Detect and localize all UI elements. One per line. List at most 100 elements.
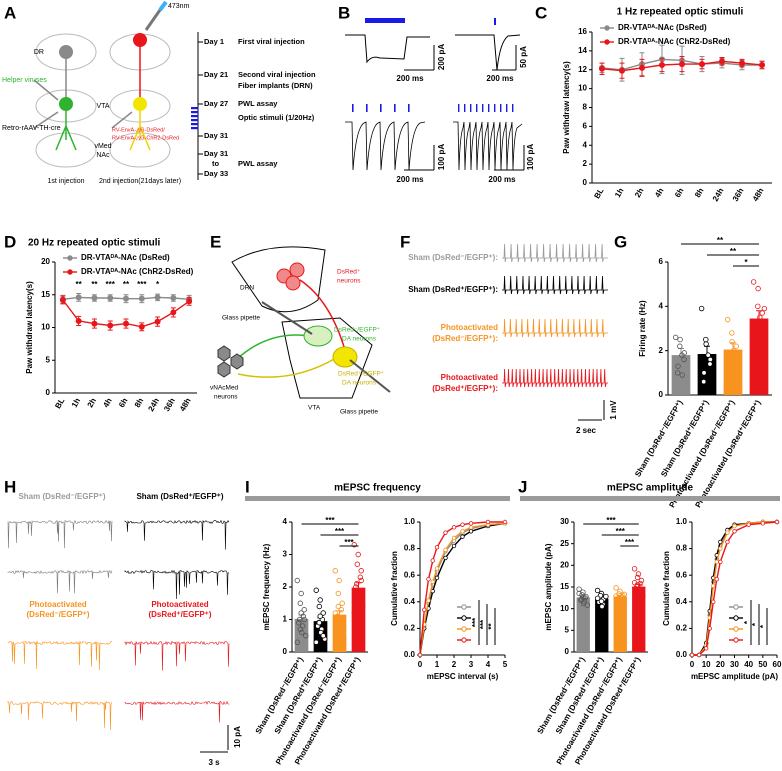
- series-line: [419, 521, 505, 656]
- y-axis-label: Cumulative fraction: [390, 551, 399, 626]
- data-point: [434, 566, 440, 571]
- y-tick-label: 0.6: [404, 570, 416, 579]
- data-point: [675, 363, 681, 369]
- data-point: [757, 343, 763, 349]
- data-point: [351, 542, 357, 548]
- data-point: [339, 626, 345, 632]
- data-point: [353, 584, 359, 590]
- x-axis-label: mEPSC amplitude (pA): [691, 672, 778, 681]
- light-pulse: [494, 104, 496, 112]
- legend-marker: [733, 615, 739, 621]
- data-point: [637, 580, 644, 587]
- y-tick-label: 4: [283, 517, 288, 526]
- data-point: [731, 347, 737, 354]
- data-point: [294, 577, 300, 584]
- data-point: [732, 523, 737, 529]
- y-tick-label: 0: [283, 647, 288, 656]
- x-axis-label: mEPSC interval (s): [427, 672, 499, 681]
- light-pulse: [464, 104, 466, 112]
- y-tick-label: 0: [583, 178, 588, 187]
- significance-label: ***: [137, 280, 147, 289]
- data-point: [672, 334, 679, 341]
- data-point: [739, 60, 746, 67]
- diagram-label: DsRed⁻/EGFP⁺: [334, 327, 381, 334]
- significance-label: **: [123, 280, 130, 289]
- light-pulse: [380, 104, 382, 112]
- data-point: [583, 593, 589, 600]
- y-tick-label: 0: [565, 647, 570, 656]
- diagram-label: vMed: [94, 143, 111, 150]
- y-tick-label: 10: [41, 323, 50, 332]
- data-point: [753, 325, 759, 332]
- panel-e-diagram: [217, 246, 391, 399]
- data-point: [75, 317, 82, 324]
- trace: [124, 569, 230, 600]
- data-point: [613, 585, 619, 591]
- data-point: [707, 356, 713, 363]
- data-point: [338, 623, 344, 629]
- data-point: [358, 577, 364, 584]
- legend-marker: [733, 604, 739, 610]
- panel-letter: A: [4, 3, 16, 22]
- trace: [124, 700, 230, 723]
- data-point: [594, 595, 601, 601]
- data-point: [637, 588, 643, 595]
- data-point: [732, 529, 737, 534]
- x-tick-label: 6h: [673, 186, 686, 199]
- diagram-label: VTA: [96, 103, 109, 110]
- x-tick-label: BL: [53, 396, 66, 410]
- data-point: [621, 591, 628, 598]
- y-tick-label: 0.2: [676, 624, 688, 633]
- trace-label: (DsRed⁺/EGFP⁺):: [432, 384, 498, 393]
- light-pulse: [394, 104, 396, 112]
- panel-letter: D: [4, 232, 16, 251]
- data-point: [617, 596, 623, 602]
- x-tick-label: 36h: [731, 186, 746, 203]
- y-tick-label: 30: [560, 517, 569, 526]
- timeline-label: to: [212, 159, 219, 168]
- legend-marker: [604, 39, 610, 45]
- data-point: [335, 590, 341, 597]
- data-point: [460, 534, 465, 539]
- y-tick-label: 0: [46, 388, 51, 397]
- scale-label: 200 ms: [396, 74, 424, 83]
- bar: [697, 353, 717, 395]
- x-tick-label: 24h: [711, 186, 726, 203]
- data-point: [341, 636, 347, 642]
- data-point: [502, 519, 508, 525]
- significance-label: ***: [325, 516, 335, 525]
- data-point: [468, 525, 474, 530]
- x-tick-label: 0: [418, 660, 423, 669]
- y-tick-label: 0.4: [676, 597, 688, 606]
- data-point: [317, 613, 323, 619]
- data-point: [339, 600, 345, 606]
- diagram-label: DsRed⁺: [337, 269, 361, 276]
- y-tick-label: 2: [659, 346, 664, 355]
- data-point: [619, 67, 626, 74]
- y-tick-label: 0: [659, 390, 664, 399]
- diagram-label: DR: [34, 49, 44, 56]
- y-tick-label: 4: [659, 301, 664, 310]
- y-tick-label: 16: [578, 27, 587, 36]
- x-tick-label: 48h: [178, 396, 193, 413]
- data-point: [107, 295, 114, 302]
- series-line: [692, 521, 777, 656]
- data-point: [677, 336, 683, 343]
- diagram-label: DRN: [240, 285, 254, 292]
- timeline-label: PWL assay: [238, 99, 278, 108]
- data-point: [724, 316, 731, 323]
- data-point: [718, 559, 723, 565]
- significance-label: *: [743, 620, 752, 624]
- scale-label: 10 pA: [233, 726, 242, 748]
- light-pulse: [366, 104, 368, 112]
- data-point: [640, 593, 646, 600]
- x-tick-label: 10: [702, 660, 711, 669]
- data-point: [335, 603, 341, 610]
- y-axis-label: Paw withdraw latency(s): [562, 61, 571, 154]
- data-point: [707, 361, 713, 367]
- light-pulse: [408, 104, 410, 112]
- x-tick-label: 40: [744, 660, 753, 669]
- data-point: [703, 646, 709, 651]
- data-point: [357, 574, 364, 580]
